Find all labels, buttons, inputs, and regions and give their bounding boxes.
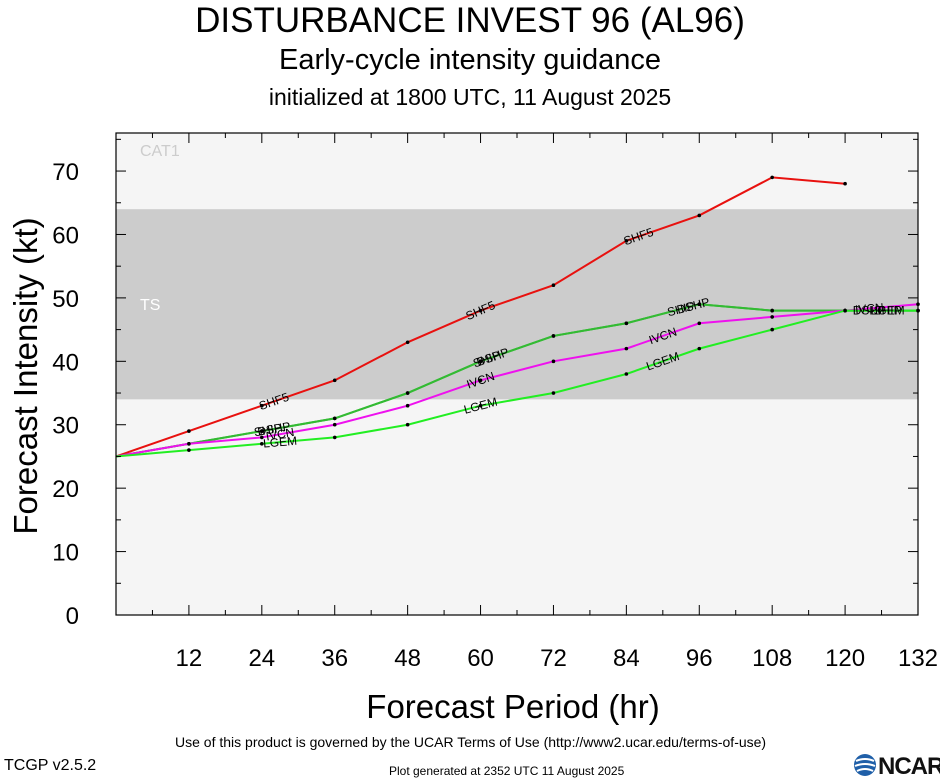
y-tick-label: 50 bbox=[52, 286, 79, 313]
x-tick-label: 60 bbox=[467, 645, 494, 672]
point-lgem-84 bbox=[624, 372, 629, 376]
point-shf5-24 bbox=[260, 403, 264, 408]
point-shf5-36 bbox=[332, 378, 337, 383]
x-tick-label: 132 bbox=[898, 645, 938, 672]
series-label-dshp: DSHP bbox=[256, 419, 291, 439]
generated-time: Plot generated at 2352 UTC 11 August 202… bbox=[389, 764, 625, 778]
y-tick-label: 60 bbox=[52, 222, 79, 249]
point-shf5-48 bbox=[405, 340, 410, 345]
series-label-lgem: LGEM bbox=[871, 304, 905, 318]
y-tick-label: 30 bbox=[52, 413, 79, 440]
x-tick-label: 36 bbox=[321, 645, 348, 672]
point-shf5-12 bbox=[187, 429, 191, 433]
point-ivcn-12 bbox=[187, 441, 191, 446]
band-below-ts bbox=[116, 399, 918, 615]
point-ship-108 bbox=[770, 308, 774, 313]
point-ship-60 bbox=[478, 359, 483, 364]
point-ivcn-60 bbox=[478, 378, 483, 383]
point-ship-48 bbox=[405, 391, 410, 395]
point-ivcn-96 bbox=[697, 321, 702, 326]
version-label: TCGP v2.5.2 bbox=[4, 757, 97, 774]
point-lgem-48 bbox=[405, 422, 410, 427]
series-lines bbox=[115, 175, 920, 458]
x-tick-label: 108 bbox=[752, 645, 792, 672]
point-shf5-120 bbox=[843, 181, 847, 186]
y-tick-label: 40 bbox=[52, 349, 79, 376]
x-axis-title: Forecast Period (hr) bbox=[366, 688, 659, 725]
x-tick-label: 48 bbox=[394, 645, 421, 672]
band-ts bbox=[116, 209, 918, 400]
point-ivcn-72 bbox=[551, 359, 556, 364]
point-ivcn-24 bbox=[260, 435, 264, 440]
y-tick-label: 0 bbox=[66, 603, 79, 630]
series-line-lgem bbox=[115, 309, 918, 458]
category-bands: TS CAT1 bbox=[116, 133, 918, 615]
band-label-ts: TS bbox=[140, 297, 160, 314]
series-label-ship: SHIP bbox=[874, 304, 902, 318]
point-ivcn-108 bbox=[770, 315, 774, 319]
x-tick-label: 96 bbox=[686, 645, 713, 672]
series-line-ship bbox=[115, 303, 918, 458]
point-lgem-12 bbox=[187, 448, 191, 452]
series-label-ship: SHIP bbox=[253, 421, 283, 440]
point-ivcn-84 bbox=[624, 346, 629, 351]
point-ship-84 bbox=[624, 321, 629, 326]
point-shf5-96 bbox=[697, 213, 702, 218]
y-tick-label: 70 bbox=[52, 159, 79, 186]
band-label-cat1: CAT1 bbox=[140, 143, 180, 160]
y-axis-title: Forecast Intensity (kt) bbox=[7, 217, 44, 534]
point-ship-72 bbox=[551, 334, 556, 338]
ncar-wordmark: NCAR bbox=[878, 753, 940, 780]
point-lgem-108 bbox=[770, 327, 774, 332]
y-tick-label: 10 bbox=[52, 540, 79, 567]
point-lgem-72 bbox=[551, 391, 556, 395]
init-time: initialized at 1800 UTC, 11 August 2025 bbox=[268, 84, 672, 110]
point-ivcn-48 bbox=[405, 403, 410, 408]
series-label-ivcn: IVCN bbox=[854, 300, 884, 316]
x-tick-label: 24 bbox=[248, 645, 275, 672]
point-lgem-96 bbox=[697, 346, 702, 351]
axis-titles: Forecast Period (hr) Forecast Intensity (… bbox=[7, 217, 660, 725]
x-tick-label: 72 bbox=[540, 645, 567, 672]
series-label-lgem: LGEM bbox=[262, 434, 297, 451]
chart-title: DISTURBANCE INVEST 96 (AL96) bbox=[195, 1, 745, 40]
point-shf5-72 bbox=[551, 283, 556, 288]
series-line-ivcn bbox=[115, 303, 919, 458]
point-ship-36 bbox=[332, 416, 337, 421]
series-label-ship: SHIP bbox=[666, 299, 697, 320]
point-ivcn-36 bbox=[332, 422, 337, 427]
point-lgem-60 bbox=[478, 403, 483, 408]
series-label-dshp: DSHP bbox=[853, 304, 886, 318]
band-cat1 bbox=[116, 133, 918, 210]
point-lgem-120 bbox=[843, 308, 847, 313]
point-shf5-60 bbox=[478, 308, 483, 313]
x-tick-label: 12 bbox=[176, 645, 203, 672]
point-shf5-108 bbox=[770, 175, 774, 180]
point-ship-24 bbox=[260, 429, 264, 433]
ncar-globe-icon bbox=[854, 754, 876, 776]
ncar-logo: NCAR bbox=[852, 752, 940, 780]
y-tick-label: 20 bbox=[52, 476, 79, 503]
point-lgem-36 bbox=[332, 435, 337, 440]
point-ship-96 bbox=[697, 302, 702, 307]
terms-of-use: Use of this product is governed by the U… bbox=[175, 734, 767, 750]
axes: 12 24 36 48 60 72 84 96 108 120 132 0 10 20 30 40 50 60 70 bbox=[52, 132, 938, 672]
chart-subtitle: Early-cycle intensity guidance bbox=[278, 44, 661, 76]
point-lgem-24 bbox=[260, 441, 264, 446]
x-tick-label: 84 bbox=[613, 645, 640, 672]
point-shf5-84 bbox=[624, 239, 629, 243]
series-label-ivcn: IVCN bbox=[265, 425, 296, 444]
x-tick-label: 120 bbox=[825, 645, 865, 672]
